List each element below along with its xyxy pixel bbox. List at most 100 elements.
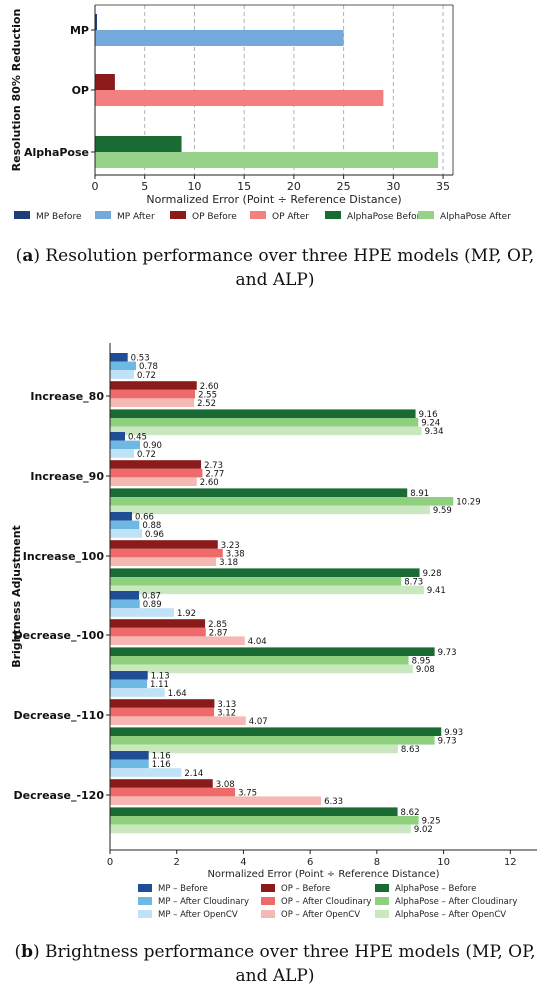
value-label-b: 2.52 [197, 399, 216, 409]
bar-b-mp-after-opencv [110, 768, 182, 777]
value-label-b: 1.16 [152, 752, 171, 762]
category-label-a-alphapose: AlphaPose [24, 146, 89, 159]
value-label-b: 1.92 [177, 609, 196, 619]
value-label-b: 0.72 [137, 371, 156, 381]
bar-b-op-after-opencv [110, 557, 217, 566]
x-tick-label-b: 2 [174, 857, 180, 868]
bar-b-mp-after-cloudinary [110, 599, 140, 609]
y-axis-title-b: Brightness Adjustment [10, 525, 23, 668]
legend-swatch-a-alphapose-before [325, 211, 341, 219]
bar-b-op-before [110, 619, 206, 628]
x-tick-label-b: 10 [437, 857, 450, 868]
x-tick-label-a: 25 [337, 180, 351, 193]
bar-b-mp-after-cloudinary [110, 361, 137, 371]
legend-label-a-alphapose-after: AlphaPose After [440, 212, 511, 222]
bar-b-alphapose-after-cloudinary [110, 577, 402, 586]
legend-label-a-op-after: OP After [272, 212, 309, 222]
value-label-b: 9.59 [433, 506, 452, 516]
legend-label-b-op-before: OP – Before [281, 884, 330, 894]
value-label-b: 0.87 [142, 592, 161, 602]
value-label-b: 2.73 [204, 461, 223, 471]
value-label-b: 0.53 [131, 354, 150, 364]
bar-b-op-before [110, 540, 218, 549]
legend-swatch-b-mp-after-opencv [138, 910, 152, 918]
bar-b-alphapose-after-cloudinary [110, 736, 435, 745]
bar-b-op-before [110, 460, 202, 469]
x-tick-label-a: 5 [141, 180, 148, 193]
value-label-b: 0.45 [128, 433, 147, 443]
legend-swatch-b-alphapose-before [375, 884, 389, 892]
bar-b-alphapose-after-opencv [110, 664, 413, 674]
x-tick-label-b: 6 [307, 857, 313, 868]
value-label-b: 3.08 [216, 780, 235, 790]
value-label-b: 9.25 [422, 817, 441, 827]
bar-b-alphapose-after-cloudinary [110, 497, 454, 506]
legend-swatch-b-op-after-opencv [261, 910, 275, 918]
value-label-b: 3.23 [221, 541, 240, 551]
bar-b-op-after-opencv [110, 796, 322, 805]
value-label-b: 0.88 [142, 521, 161, 531]
legend-swatch-a-mp-after [95, 211, 111, 219]
bar-b-alphapose-after-cloudinary [110, 418, 419, 427]
bar-b-mp-after-cloudinary [110, 520, 140, 530]
bar-b-op-before [110, 779, 213, 788]
legend-label-b-alphapose-before: AlphaPose – Before [395, 884, 476, 894]
bar-b-op-after-cloudinary [110, 787, 236, 797]
bar-b-alphapose-after-opencv [110, 585, 424, 595]
legend-label-b-op-after-cloudinary: OP – After Cloudinary [281, 897, 371, 907]
bar-a-alphapose-after [95, 152, 439, 168]
x-tick-label-a: 35 [436, 180, 450, 193]
x-tick-label-a: 15 [237, 180, 251, 193]
bar-b-op-after-cloudinary [110, 468, 203, 478]
bar-b-mp-after-opencv [110, 370, 135, 379]
bar-b-mp-before [110, 671, 148, 680]
bar-b-mp-before [110, 591, 140, 600]
legend-label-b-mp-after-opencv: MP – After OpenCV [158, 910, 238, 920]
bar-b-op-after-opencv [110, 477, 197, 486]
category-label-b-increase-90: Increase_90 [30, 470, 104, 483]
value-label-b: 8.91 [410, 489, 429, 499]
caption-b-text: Brightness performance over three HPE mo… [39, 942, 536, 986]
bar-b-alphapose-after-opencv [110, 744, 398, 754]
legend-label-b-op-after-opencv: OP – After OpenCV [281, 910, 360, 920]
caption-a-text: Resolution performance over three HPE mo… [39, 246, 535, 290]
bar-b-mp-before [110, 353, 128, 362]
value-label-b: 0.66 [135, 513, 154, 523]
legend-swatch-b-mp-after-cloudinary [138, 897, 152, 905]
bar-a-alphapose-before [95, 136, 182, 152]
legend-label-a-op-before: OP Before [192, 212, 237, 222]
caption-a: (a) Resolution performance over three HP… [15, 246, 535, 290]
bar-b-mp-after-cloudinary [110, 759, 149, 769]
x-axis-title-a: Normalized Error (Point ÷ Reference Dist… [146, 193, 401, 206]
value-label-b: 0.78 [139, 362, 158, 372]
value-label-b: 2.87 [209, 628, 228, 638]
bar-b-alphapose-before [110, 568, 420, 577]
bar-a-mp-after [95, 30, 344, 46]
value-label-b: 3.13 [217, 700, 236, 710]
category-label-a-op: OP [72, 84, 89, 97]
legend-label-b-alphapose-after-cloudinary: AlphaPose – After Cloudinary [395, 897, 517, 907]
value-label-b: 3.18 [219, 558, 238, 568]
bar-b-op-after-cloudinary [110, 548, 223, 558]
category-label-b-decrease-120: Decrease_-120 [14, 789, 105, 802]
legend-swatch-b-alphapose-after-opencv [375, 910, 389, 918]
caption-b-label: b [21, 942, 33, 962]
legend-swatch-b-op-after-cloudinary [261, 897, 275, 905]
value-label-b: 8.63 [401, 745, 420, 755]
legend-swatch-a-op-after [250, 211, 266, 219]
bar-b-alphapose-before [110, 409, 416, 418]
x-axis-title-b: Normalized Error (Point ÷ Reference Dist… [207, 869, 439, 880]
bar-b-mp-after-cloudinary [110, 440, 141, 450]
bar-b-alphapose-after-cloudinary [110, 816, 419, 825]
value-label-b: 9.24 [421, 419, 440, 429]
value-label-b: 2.14 [184, 769, 203, 779]
bar-b-op-after-cloudinary [110, 627, 206, 637]
bar-b-mp-after-cloudinary [110, 679, 148, 689]
legend-swatch-a-mp-before [14, 211, 30, 219]
bar-b-alphapose-after-opencv [110, 505, 430, 515]
value-label-b: 1.64 [168, 689, 187, 699]
bar-b-mp-after-opencv [110, 688, 165, 697]
legend-swatch-a-op-before [170, 211, 186, 219]
value-label-b: 0.72 [137, 450, 156, 460]
bar-a-op-after [95, 90, 384, 106]
